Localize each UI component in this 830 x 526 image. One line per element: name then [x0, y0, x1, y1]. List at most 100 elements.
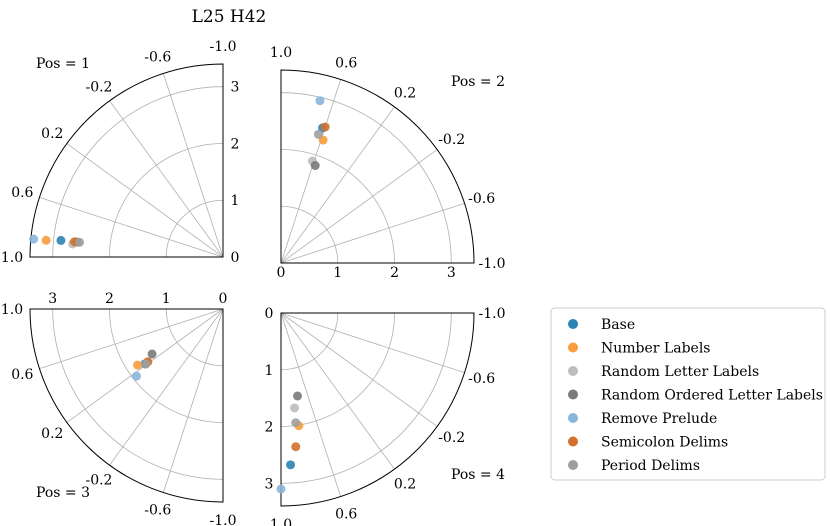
angle-tick-label: -1.0 [210, 513, 237, 526]
legend-label: Semicolon Delims [601, 435, 728, 451]
legend: Base Number Labels Random Letter Labels Ran… [550, 307, 826, 481]
radial-tick-label: 1 [231, 193, 240, 209]
polar-panel-2: -1.0 -0.6 -0.2 0.2 0.6 1.0 0 1 2 3 Pos = 2 [270, 45, 506, 281]
data-point [313, 129, 323, 139]
angular-gridline [280, 312, 465, 374]
angular-gridline [109, 308, 224, 466]
radial-gridline [280, 92, 452, 264]
panel-label: Pos = 2 [451, 74, 505, 90]
angular-gridline [280, 202, 465, 264]
legend-item: Number Labels [568, 341, 710, 357]
radial-tick-label: 0 [265, 306, 274, 322]
radial-gridline [280, 205, 339, 264]
angle-tick-label: 0.2 [394, 85, 416, 101]
angular-gridline [109, 100, 224, 258]
data-point [75, 237, 85, 247]
radial-tick-label: 2 [390, 265, 399, 281]
legend-item: Random Ordered Letter Labels [568, 388, 823, 404]
data-point [291, 418, 301, 428]
angle-tick-label: -1.0 [479, 306, 506, 322]
legend-marker [568, 413, 578, 423]
angular-gridline [280, 149, 438, 264]
data-point [315, 96, 325, 106]
data-point [320, 122, 330, 132]
legend-item: Remove Prelude [568, 411, 717, 427]
data-point [291, 442, 301, 452]
angular-gridline [280, 312, 438, 427]
data-point [310, 161, 320, 171]
radial-tick-label: 3 [231, 80, 240, 96]
legend-label: Random Ordered Letter Labels [601, 388, 823, 404]
angle-tick-label: 0.2 [41, 126, 63, 142]
angular-gridline [39, 308, 224, 370]
data-point [29, 234, 39, 244]
radial-gridline [280, 312, 395, 427]
angle-tick-label: 0.2 [41, 426, 63, 442]
legend-frame [550, 307, 826, 481]
angle-tick-label: -0.6 [144, 503, 171, 519]
angle-tick-label: 0.6 [11, 185, 33, 201]
legend-item: Period Delims [568, 458, 700, 474]
polar-panels: -1.0 -0.6 -0.2 0.2 0.6 1.0 0 1 2 3 Pos = 1 -1.0 -0.6… [1, 39, 506, 526]
angle-tick-label: -0.6 [468, 191, 495, 207]
angle-tick-label: -1.0 [479, 256, 506, 272]
legend-label: Remove Prelude [601, 411, 717, 427]
angle-tick-label: -1.0 [210, 39, 237, 55]
angular-gridline [162, 308, 224, 493]
data-point [147, 349, 157, 359]
data-point [133, 360, 143, 370]
radial-tick-label: 0 [277, 265, 286, 281]
legend-marker [568, 342, 578, 353]
polar-panel-3: -1.0 -0.6 -0.2 0.2 0.6 1.0 0 1 2 3 Pos = 3 [1, 291, 237, 526]
data-point [293, 391, 303, 401]
panel-label: Pos = 4 [451, 467, 505, 483]
legend-marker [568, 319, 578, 329]
panel-frame [29, 63, 224, 258]
panel-frame [280, 69, 475, 264]
radial-gridline [52, 308, 224, 480]
legend-label: Number Labels [601, 341, 710, 357]
polar-panel-1: -1.0 -0.6 -0.2 0.2 0.6 1.0 0 1 2 3 Pos = 1 [1, 39, 240, 266]
radial-tick-label: 0 [219, 291, 228, 307]
data-point [56, 235, 66, 245]
angle-tick-label: 0.2 [394, 477, 416, 493]
data-point [41, 235, 51, 245]
data-point [131, 371, 141, 381]
radial-tick-label: 3 [48, 291, 57, 307]
angular-gridline [66, 143, 224, 258]
angular-gridline [280, 79, 342, 264]
angular-gridline [280, 106, 395, 264]
radial-tick-label: 2 [105, 291, 114, 307]
angular-gridline [39, 196, 224, 258]
angle-tick-label: -0.2 [438, 132, 465, 148]
legend-marker [568, 389, 578, 400]
radial-gridline [52, 86, 224, 258]
radial-gridline [280, 312, 339, 371]
polar-panel-4: -1.0 -0.6 -0.2 0.2 0.6 1.0 0 1 2 3 Pos = 4 [265, 306, 506, 526]
radial-tick-label: 2 [265, 420, 274, 436]
angle-tick-label: 1.0 [1, 302, 23, 318]
data-point [141, 359, 151, 369]
radial-tick-label: 3 [447, 265, 456, 281]
angle-tick-label: -0.6 [468, 371, 495, 387]
radial-gridline [280, 312, 452, 484]
panel-frame [29, 308, 224, 503]
angle-tick-label: 0.6 [11, 367, 33, 383]
data-point [286, 460, 296, 470]
radial-gridline [280, 149, 395, 264]
legend-label: Base [601, 317, 635, 333]
legend-item: Base [568, 317, 635, 333]
radial-tick-label: 3 [265, 476, 274, 492]
panel-frame [280, 312, 475, 507]
chart-title: L25 H42 [192, 7, 267, 27]
angle-tick-label: 1.0 [270, 517, 292, 526]
legend-marker [568, 436, 578, 447]
angle-tick-label: 0.6 [335, 507, 357, 523]
legend-item: Random Letter Labels [568, 364, 759, 380]
panel-label: Pos = 3 [36, 485, 90, 501]
radial-gridline [109, 308, 224, 423]
radial-gridline [165, 308, 224, 367]
radial-gridline [165, 199, 224, 258]
legend-label: Random Letter Labels [601, 364, 759, 380]
